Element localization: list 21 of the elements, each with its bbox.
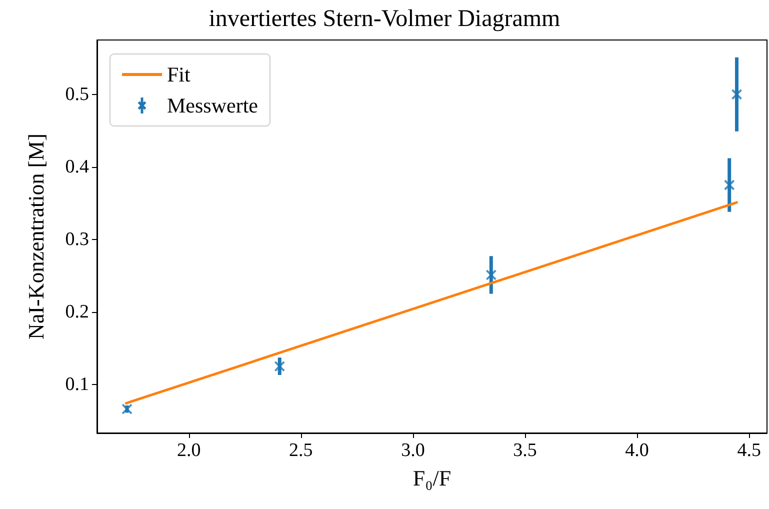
- point: [122, 404, 133, 415]
- point: [731, 88, 742, 100]
- x-tick-label: 2.5: [289, 440, 313, 461]
- chart-title: invertiertes Stern-Volmer Diagramm: [208, 6, 561, 32]
- x-tick-label: 3.0: [401, 440, 425, 461]
- y-tick-label: 0.5: [65, 84, 89, 105]
- x-tick-label: 2.0: [177, 440, 201, 461]
- y-tick-label: 0.2: [65, 301, 89, 322]
- point: [724, 180, 735, 191]
- legend-label: Fit: [167, 62, 191, 86]
- y-tick-label: 0.3: [65, 228, 89, 250]
- point: [486, 269, 497, 280]
- x-tick-label: 4.0: [625, 440, 649, 461]
- x-axis-title: F₀/F: [412, 466, 452, 490]
- y-tick-label: 0.4: [65, 156, 90, 178]
- x-tick-label: 3.5: [513, 440, 537, 461]
- y-axis-title: NaI-Konzentration [M]: [24, 134, 48, 340]
- legend-label: Messwerte: [167, 94, 258, 118]
- y-tick-label: 0.1: [65, 374, 89, 395]
- point: [274, 360, 286, 372]
- x-tick-label: 4.5: [737, 440, 761, 461]
